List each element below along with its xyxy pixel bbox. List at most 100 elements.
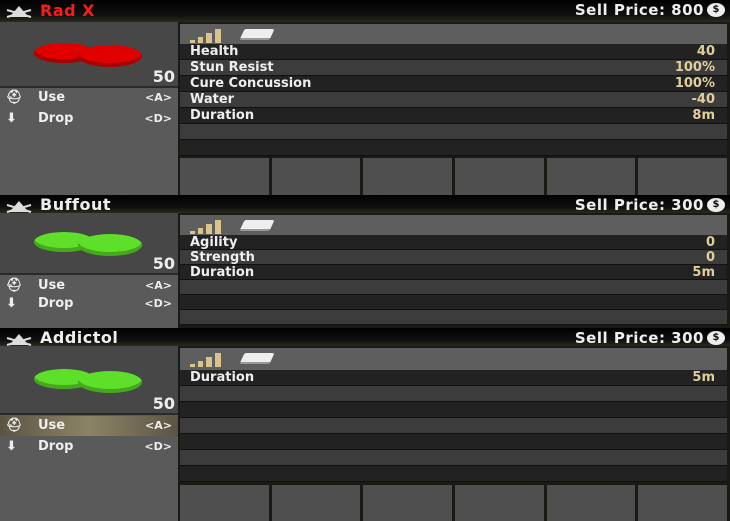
stat-value: 40 bbox=[696, 44, 715, 59]
stat-value: 0 bbox=[705, 235, 715, 250]
item-actions-panel: 50 ⛑ Use <A> ⬇ Drop <D> bbox=[0, 346, 178, 521]
action-key: <A> bbox=[145, 279, 172, 292]
stat-row bbox=[180, 140, 727, 156]
signal-bars-icon bbox=[190, 28, 226, 43]
action-label: Use bbox=[38, 418, 66, 433]
medkit-icon: ⛑ bbox=[6, 418, 23, 433]
arrow-down-icon: ⬇ bbox=[6, 296, 17, 311]
arrow-down-icon: ⬇ bbox=[6, 111, 17, 126]
pill-icon bbox=[78, 234, 142, 256]
stat-row: Health 40 bbox=[180, 44, 727, 60]
stats-icon-row bbox=[180, 215, 727, 235]
stats-icon-row bbox=[180, 24, 727, 44]
item-stats-panel: Health 40 Stun Resist 100% Cure Concussion 10… bbox=[180, 22, 728, 195]
stat-row: Strength 0 bbox=[180, 250, 727, 265]
stat-row bbox=[180, 402, 727, 418]
camp-icon bbox=[5, 331, 33, 346]
stat-row: Agility 0 bbox=[180, 235, 727, 250]
stat-label: Duration bbox=[190, 108, 255, 123]
item-stats-panel: Agility 0 Strength 0 Duration 5m bbox=[180, 213, 727, 328]
sell-price: Sell Price: 300 bbox=[574, 196, 704, 214]
item-count: 50 bbox=[152, 67, 175, 86]
stat-row bbox=[180, 124, 727, 140]
action-use[interactable]: ⛑ Use <A> bbox=[0, 88, 178, 108]
item-header: Rad X Sell Price: 800 $ bbox=[0, 0, 730, 22]
arrow-down-icon: ⬇ bbox=[6, 439, 17, 454]
action-label: Drop bbox=[38, 111, 74, 126]
item-actions-panel: 50 ⛑ Use <A> ⬇ Drop <D> bbox=[0, 213, 178, 328]
stat-row bbox=[180, 295, 727, 310]
action-label: Drop bbox=[38, 296, 74, 311]
book-icon bbox=[239, 29, 275, 40]
caps-coin-icon: $ bbox=[707, 331, 725, 345]
pill-icon bbox=[78, 45, 142, 67]
stat-value: 8m bbox=[692, 108, 715, 123]
stat-row bbox=[180, 418, 727, 434]
slot-row bbox=[180, 485, 728, 521]
stat-row: Cure Concussion 100% bbox=[180, 76, 727, 92]
empty-slot bbox=[638, 158, 728, 195]
item-count: 50 bbox=[152, 254, 175, 273]
item-name: Buffout bbox=[40, 195, 112, 214]
sell-price: Sell Price: 800 bbox=[574, 1, 704, 19]
stat-row: Duration 5m bbox=[180, 370, 727, 386]
signal-bars-icon bbox=[190, 352, 226, 367]
stat-row: Duration 8m bbox=[180, 108, 727, 124]
action-key: <A> bbox=[145, 419, 172, 432]
stat-row bbox=[180, 386, 727, 402]
stat-row: Stun Resist 100% bbox=[180, 60, 727, 76]
action-drop[interactable]: ⬇ Drop <D> bbox=[0, 109, 178, 129]
stat-label: Cure Concussion bbox=[190, 76, 312, 91]
item-image: 50 bbox=[0, 213, 178, 275]
pill-icon bbox=[78, 370, 142, 393]
empty-slot bbox=[546, 485, 636, 521]
medkit-icon: ⛑ bbox=[6, 90, 23, 105]
empty-slot bbox=[638, 485, 728, 521]
empty-slot bbox=[180, 158, 269, 195]
signal-bars-icon bbox=[190, 219, 226, 234]
medkit-icon: ⛑ bbox=[6, 278, 23, 293]
empty-slot bbox=[180, 485, 269, 521]
item-actions-panel: 50 ⛑ Use <A> ⬇ Drop <D> bbox=[0, 22, 178, 195]
action-key: <D> bbox=[144, 440, 172, 453]
action-label: Drop bbox=[38, 439, 74, 454]
empty-slot bbox=[363, 158, 453, 195]
empty-slot bbox=[455, 485, 544, 521]
stat-value: 5m bbox=[692, 265, 715, 280]
item-image: 50 bbox=[0, 22, 178, 88]
caps-coin-icon: $ bbox=[707, 198, 725, 212]
slot-row bbox=[180, 158, 728, 195]
camp-icon bbox=[5, 3, 33, 18]
stat-value: 5m bbox=[692, 370, 715, 385]
empty-slot bbox=[546, 158, 636, 195]
item-name: Rad X bbox=[40, 1, 95, 20]
action-use[interactable]: ⛑ Use <A> bbox=[0, 276, 178, 296]
stat-row: Water -40 bbox=[180, 92, 727, 108]
book-icon bbox=[239, 220, 275, 231]
action-drop[interactable]: ⬇ Drop <D> bbox=[0, 294, 178, 314]
stat-value: -40 bbox=[691, 92, 716, 107]
empty-slot bbox=[271, 158, 361, 195]
empty-slot bbox=[363, 485, 453, 521]
stat-row bbox=[180, 434, 727, 450]
item-name: Addictol bbox=[40, 328, 119, 347]
action-key: <A> bbox=[145, 91, 172, 104]
caps-coin-icon: $ bbox=[707, 3, 725, 17]
action-label: Use bbox=[38, 278, 66, 293]
action-use[interactable]: ⛑ Use <A> bbox=[0, 416, 178, 436]
camp-icon bbox=[5, 198, 33, 213]
stat-label: Duration bbox=[190, 265, 255, 280]
stat-label: Strength bbox=[190, 250, 255, 265]
action-key: <D> bbox=[144, 297, 172, 310]
stat-label: Health bbox=[190, 44, 239, 59]
stat-value: 0 bbox=[705, 250, 715, 265]
stat-label: Water bbox=[190, 92, 235, 107]
item-count: 50 bbox=[152, 394, 175, 413]
stat-row: Duration 5m bbox=[180, 265, 727, 280]
stat-value: 100% bbox=[674, 76, 715, 91]
sell-price: Sell Price: 300 bbox=[574, 329, 704, 347]
action-label: Use bbox=[38, 90, 66, 105]
stat-label: Duration bbox=[190, 370, 255, 385]
item-header: Buffout Sell Price: 300 $ bbox=[0, 195, 730, 214]
action-drop[interactable]: ⬇ Drop <D> bbox=[0, 437, 178, 457]
